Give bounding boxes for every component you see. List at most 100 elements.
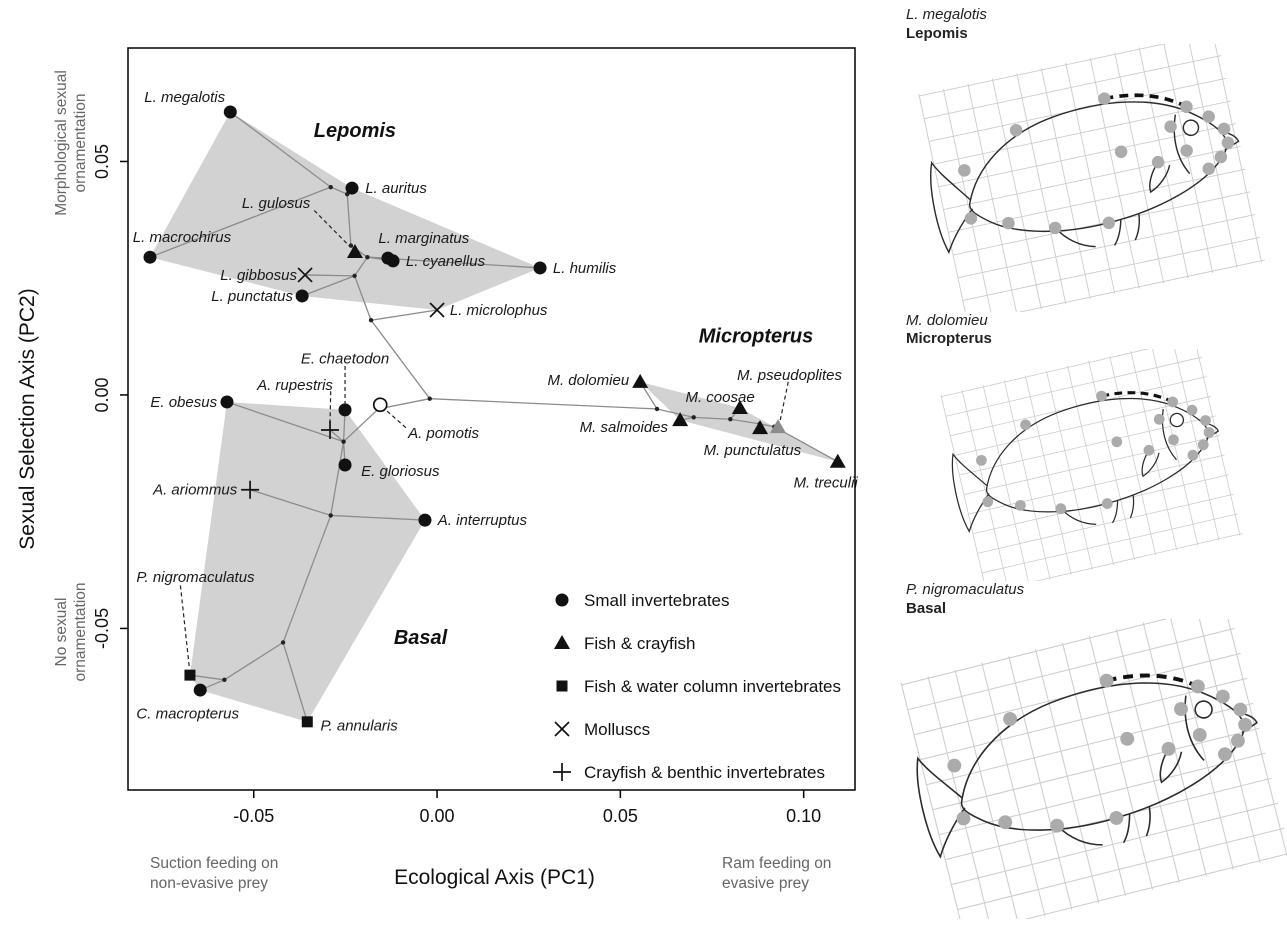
fish-tail-fin (947, 448, 996, 532)
fish-grid-group (934, 349, 1243, 581)
phylogeny-node (655, 407, 659, 411)
landmark-dot (1142, 444, 1155, 457)
deformation-grid-micropterus (898, 349, 1286, 581)
species-label-a-rupestris: A. rupestris (256, 377, 333, 394)
species-label-m-treculii: M. treculii (794, 474, 859, 491)
species-label-l-cyanellus: L. cyanellus (406, 253, 486, 270)
species-label-c-macropterus: C. macropterus (136, 705, 239, 722)
data-point-e-gloriosus (339, 458, 352, 471)
grid-line (1164, 44, 1213, 273)
landmark-dot (1108, 809, 1125, 826)
phylogeny-node (329, 513, 333, 517)
legend-marker-fish-water-column-invertebrates (557, 681, 568, 692)
x-tick-label: 0.05 (603, 806, 638, 826)
landmark-dot (1009, 122, 1024, 137)
fish-body-outline (942, 656, 1258, 854)
species-label-l-punctatus: L. punctatus (211, 288, 293, 305)
landmark-dot (1153, 413, 1166, 426)
species-label-m-dolomieu: M. dolomieu (547, 372, 629, 389)
species-label-l-gibbosus: L. gibbosus (220, 267, 297, 284)
landmark-dot (1160, 740, 1177, 757)
deformation-panel-micropterus: M. dolomieu Micropterus (880, 312, 1287, 582)
landmark-dot (1151, 154, 1166, 169)
data-point-l-cyanellus (387, 254, 400, 267)
fish-eye (1169, 412, 1185, 428)
y-tick-label: 0.00 (92, 377, 112, 412)
x-tick-label: 0.10 (786, 806, 821, 826)
species-label-l-gulosus: L. gulosus (242, 195, 311, 212)
grid-line (919, 94, 968, 312)
group-label-micropterus: Micropterus (699, 326, 813, 348)
landmark-dot (1191, 726, 1208, 743)
fish-pelvic-fin (1130, 213, 1144, 239)
panel-title-lepomis: L. megalotis Lepomis (898, 6, 1287, 44)
fish-anal-fin (1055, 220, 1096, 254)
data-point-l-macrochirus (143, 251, 156, 264)
species-label-a-interruptus: A. interruptus (437, 512, 528, 529)
landmark-dot (1217, 745, 1234, 762)
legend-label-fish-water-column-invertebrates: Fish & water column invertebrates (584, 677, 841, 696)
landmark-dot (1019, 418, 1032, 431)
grid-line (1170, 619, 1233, 869)
fish-eye (1182, 118, 1200, 136)
landmark-dot (1002, 710, 1019, 727)
landmark-dot (1101, 215, 1116, 230)
x-tick-label: 0.00 (420, 806, 455, 826)
label-leader-p-nigromaculatus (180, 585, 189, 666)
deformation-panels: L. megalotis Lepomis M. dolomieu Micropt… (880, 0, 1287, 936)
panel-group-label: Micropterus (906, 330, 1287, 349)
panel-group-label: Lepomis (906, 25, 1287, 44)
species-label-e-chaetodon: E. chaetodon (301, 351, 389, 368)
species-label-m-punctulatus: M. punctulatus (704, 442, 802, 459)
landmark-dot (1179, 143, 1194, 158)
landmark-dot (1167, 433, 1180, 446)
group-hull-basal (190, 402, 425, 722)
phylogeny-node (281, 640, 285, 644)
panel-species-label: L. megalotis (906, 6, 1287, 25)
label-leader-m-pseudoplites (780, 382, 788, 422)
species-label-l-marginatus: L. marginatus (378, 230, 469, 247)
fish-eye (1193, 699, 1213, 719)
species-label-m-salmoides: M. salmoides (580, 419, 669, 436)
phylogeny-node (341, 439, 345, 443)
grid-line (968, 83, 1017, 311)
y-axis-title: Sexual Selection Axis (PC2) (16, 288, 39, 549)
landmark-dot (1101, 497, 1114, 510)
landmark-dot (1186, 449, 1199, 462)
data-point-l-humilis (534, 261, 547, 274)
data-point-p-nigromaculatus (184, 670, 195, 681)
legend-label-fish-crayfish: Fish & crayfish (584, 634, 695, 653)
fish-tail-fin (925, 156, 980, 253)
data-point-l-megalotis (224, 105, 237, 118)
deformation-panel-lepomis: L. megalotis Lepomis (880, 6, 1287, 312)
fish-grid-group (898, 619, 1287, 919)
landmark-dot (1201, 161, 1216, 176)
landmark-dot (1098, 672, 1115, 689)
species-label-p-nigromaculatus: P. nigromaculatus (136, 569, 255, 586)
species-label-l-humilis: L. humilis (553, 260, 617, 277)
legend-marker-small-invertebrates (556, 594, 569, 607)
data-point-a-interruptus (418, 514, 431, 527)
phylogeny-node (352, 274, 356, 278)
legend-marker-molluscs (555, 722, 569, 736)
phylogeny-node (222, 678, 226, 682)
landmark-dot (1173, 700, 1190, 717)
landmark-dot (981, 495, 994, 508)
deformation-panel-basal: P. nigromaculatus Basal (880, 581, 1287, 919)
phylogeny-node (428, 396, 432, 400)
species-label-m-pseudoplites: M. pseudoplites (737, 367, 843, 384)
grid-line (964, 853, 1287, 919)
data-point-m-dolomieu (632, 374, 648, 388)
data-point-m-treculii (830, 454, 846, 468)
data-point-c-macropterus (194, 684, 207, 697)
species-label-l-microlophus: L. microlophus (450, 302, 548, 319)
grid-line (945, 778, 1272, 859)
phylogeny-node (369, 318, 373, 322)
panel-title-micropterus: M. dolomieu Micropterus (898, 312, 1287, 350)
phylogeny-edge (371, 310, 437, 320)
species-label-e-obesus: E. obesus (150, 394, 217, 411)
